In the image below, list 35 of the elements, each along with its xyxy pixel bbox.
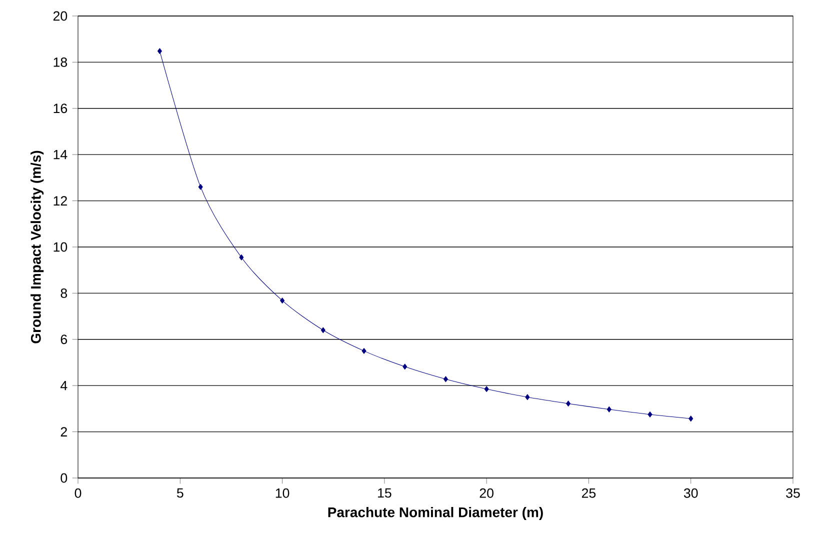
y-axis-title: Ground Impact Velocity (m/s) bbox=[30, 150, 44, 344]
x-tick-label: 5 bbox=[176, 488, 184, 498]
y-tick-label: 0 bbox=[60, 473, 68, 483]
point bbox=[566, 400, 571, 407]
point bbox=[648, 412, 652, 418]
x-tick-label: 25 bbox=[582, 488, 596, 498]
y-tick-label: 6 bbox=[60, 334, 68, 344]
y-tick-label: 2 bbox=[60, 427, 67, 436]
x-axis-title: Parachute Nominal Diameter (m) bbox=[328, 506, 543, 520]
y-tick-label: 10 bbox=[54, 242, 68, 252]
y-tick-label: 4 bbox=[60, 380, 68, 390]
x-tick-label: 35 bbox=[786, 488, 800, 498]
point bbox=[198, 184, 203, 190]
y-tick-label: 16 bbox=[54, 104, 68, 114]
point bbox=[443, 376, 448, 382]
y-tick-label: 18 bbox=[54, 57, 68, 67]
y-tick-label: 20 bbox=[53, 11, 68, 21]
point bbox=[688, 416, 694, 422]
y-tick-label: 12 bbox=[54, 196, 67, 206]
x-tick-label: 15 bbox=[378, 488, 392, 498]
point bbox=[239, 254, 244, 260]
point bbox=[362, 348, 366, 354]
x-tick-label: 30 bbox=[684, 488, 698, 498]
x-tick-label: 20 bbox=[480, 488, 494, 498]
x-tick-label: 10 bbox=[276, 488, 290, 498]
x-tick-label: 0 bbox=[74, 488, 82, 498]
point bbox=[606, 406, 612, 412]
point bbox=[402, 364, 408, 370]
point bbox=[280, 298, 285, 304]
point bbox=[525, 394, 530, 400]
point bbox=[320, 327, 326, 334]
point bbox=[157, 48, 162, 54]
point bbox=[484, 386, 489, 392]
y-tick-label: 8 bbox=[60, 288, 68, 298]
y-tick-label: 14 bbox=[54, 150, 68, 160]
